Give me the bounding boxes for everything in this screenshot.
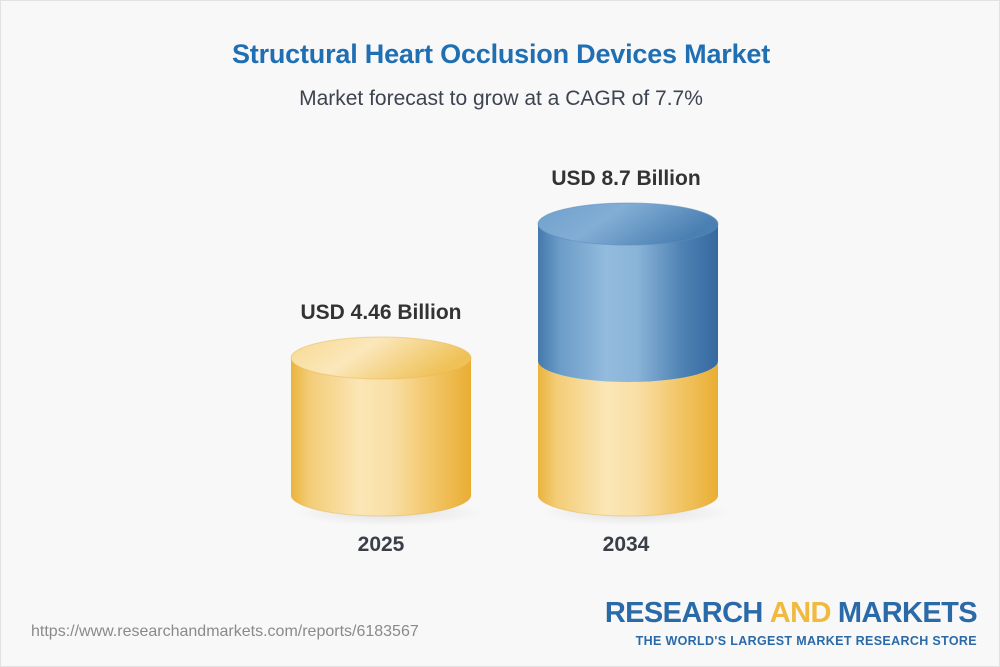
value-label-2025: USD 4.46 Billion — [300, 301, 462, 324]
year-label-2034: 2034 — [602, 533, 650, 556]
logo-tagline: THE WORLD'S LARGEST MARKET RESEARCH STOR… — [635, 634, 977, 648]
cylinder-segment-blue-2034 — [538, 224, 718, 382]
logo-wordmark: RESEARCH AND MARKETS — [604, 597, 978, 629]
cylinder-bar-2025 — [289, 336, 487, 526]
cylinder-top-2034 — [538, 203, 718, 245]
logo-word-research: RESEARCH — [604, 597, 764, 629]
chart-plot-area: USD 4.46 Billion — [1, 1, 999, 581]
logo-word-and: AND — [769, 597, 832, 629]
logo-word-markets: MARKETS — [837, 597, 978, 629]
cylinder-top-2025 — [291, 337, 471, 379]
page-title: Structural Heart Occlusion Devices Marke… — [231, 39, 770, 69]
research-and-markets-logo[interactable]: RESEARCH AND MARKETS THE WORLD'S LARGEST M… — [604, 597, 978, 649]
report-url-link[interactable]: https://www.researchandmarkets.com/repor… — [31, 623, 419, 640]
cylinder-segment-yellow-2034 — [538, 361, 718, 516]
value-label-2034: USD 8.7 Billion — [551, 167, 701, 190]
cylinder-bar-2034 — [536, 202, 734, 526]
page-subtitle: Market forecast to grow at a CAGR of 7.7… — [299, 87, 703, 110]
cylinder-body-2025 — [291, 358, 471, 516]
year-label-2025: 2025 — [357, 533, 405, 556]
